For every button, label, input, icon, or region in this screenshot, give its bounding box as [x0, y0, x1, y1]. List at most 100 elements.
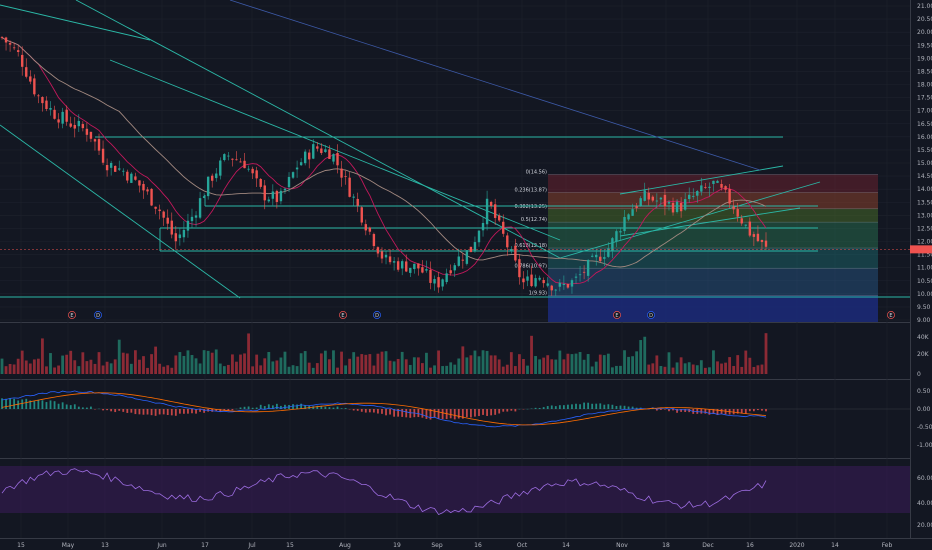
price-tick-label: 14.00: [917, 186, 932, 193]
price-tick-label: 20.50: [917, 16, 932, 23]
candle-body: [227, 155, 230, 157]
volume-bar: [81, 352, 85, 374]
volume-bar: [73, 360, 77, 374]
volume-bar: [174, 355, 178, 374]
volume-bar: [546, 355, 550, 374]
volume-bar: [522, 359, 525, 374]
volume-bar: [61, 355, 65, 374]
macd-histogram-bar: [102, 409, 104, 411]
volume-bar: [20, 350, 24, 374]
macd-histogram-bar: [146, 409, 149, 415]
volume-bar: [364, 354, 368, 374]
fib-level-label: 1(9.93): [529, 291, 547, 297]
macd-histogram-bar: [85, 407, 88, 409]
volume-bar: [206, 350, 210, 374]
macd-histogram-bar: [77, 406, 80, 409]
macd-histogram-bar: [271, 405, 274, 409]
time-tick-label: Sep: [431, 542, 443, 549]
volume-bar: [348, 358, 352, 374]
volume-bar: [518, 354, 521, 374]
candle-body: [303, 151, 307, 164]
price-axis[interactable]: 21.00 20.50 20.00 19.50 19.00 18.50 18.00 17.50…: [917, 3, 932, 324]
volume-bar: [57, 365, 60, 374]
macd-histogram-bar: [352, 409, 355, 411]
volume-bar: [437, 350, 440, 374]
macd-histogram-bar: [389, 409, 391, 415]
macd-histogram-bar: [457, 409, 460, 419]
candle-body: [651, 196, 655, 201]
volume-bar: [344, 365, 347, 374]
macd-histogram-bar: [417, 409, 420, 418]
volume-bar: [202, 350, 206, 374]
candle-body: [194, 215, 198, 218]
trend-line-drawings[interactable]: [0, 0, 910, 299]
candle-body: [25, 67, 28, 77]
macd-histogram-bar: [664, 409, 666, 410]
candle-body: [89, 131, 93, 139]
volume-bar: [429, 367, 432, 374]
price-tick-label: 11.00: [917, 265, 932, 272]
candle-body: [122, 170, 125, 172]
candle-body: [255, 170, 258, 179]
volume-bar: [49, 353, 52, 374]
candle-body: [170, 220, 173, 235]
candle-body: [308, 152, 311, 160]
candle-body: [506, 235, 509, 248]
macd-histogram-bar: [259, 404, 262, 409]
price-candles[interactable]: [0, 35, 768, 296]
fibonacci-retracement[interactable]: 0(14.56) 0.236(13.87) 0.382(13.25) 0.5(12.7…: [514, 170, 878, 322]
candle-body: [126, 171, 129, 181]
volume-bar: [392, 361, 396, 374]
candle-body: [433, 279, 436, 284]
macd-histogram-bar: [534, 407, 537, 409]
macd-histogram-bar: [223, 409, 226, 411]
volume-bar: [687, 362, 691, 374]
candle-body: [328, 149, 331, 159]
macd-signal-line: [1, 392, 767, 426]
candle-body: [647, 192, 650, 200]
macd-histogram-bar: [328, 407, 331, 409]
volume-bar: [28, 363, 32, 374]
candle-body: [186, 220, 190, 231]
volume-bar: [150, 354, 153, 374]
candle-body: [732, 206, 735, 210]
candle-body: [178, 234, 182, 239]
candle-body: [267, 199, 270, 202]
candle-body: [356, 198, 359, 206]
volume-bar: [53, 367, 56, 374]
candle-body: [396, 261, 400, 270]
candle-body: [485, 198, 489, 225]
candle-body: [279, 190, 283, 202]
candle-body: [380, 251, 384, 259]
macd-histogram-bar: [470, 409, 472, 418]
macd-histogram-bar: [381, 409, 383, 414]
volume-bar: [4, 366, 8, 374]
macd-histogram-bar: [680, 409, 683, 412]
candle-body: [461, 259, 465, 261]
macd-histogram-bar: [453, 409, 456, 420]
trend-line: [559, 181, 821, 259]
volume-bar: [570, 354, 574, 374]
volume-bar: [166, 365, 170, 374]
volume-bar: [574, 353, 578, 374]
candle-body: [320, 148, 323, 154]
time-axis[interactable]: 15 May 13 Jun 17 Jul 15 Aug 19 Sep 16 Oct 14 Nov 18 Dec…: [17, 542, 892, 549]
volume-bar: [0, 358, 4, 374]
event-marker-label: D: [96, 313, 100, 319]
macd-histogram-bar: [761, 409, 763, 411]
price-tick-label: 14.50: [917, 173, 932, 180]
volume-bar: [610, 367, 614, 374]
rsi-tick-label: 40.00: [917, 500, 932, 507]
volume-bar: [259, 365, 263, 374]
macd-histogram-bar: [478, 409, 480, 417]
volume-bar: [513, 366, 517, 374]
candle-body: [700, 185, 703, 192]
macd-histogram-bar: [368, 409, 371, 413]
volume-bar: [712, 350, 715, 374]
candle-body: [271, 191, 275, 199]
candle-body: [514, 245, 517, 261]
last-price-label: [0, 245, 932, 254]
volume-bar: [97, 352, 101, 374]
